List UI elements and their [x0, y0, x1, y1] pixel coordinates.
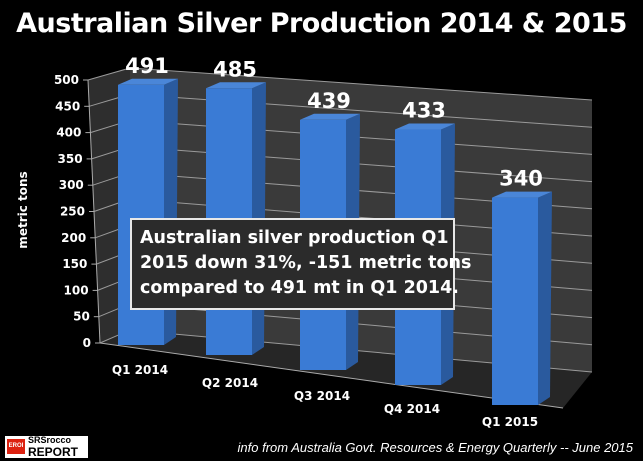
annotation-line: Australian silver production Q1	[140, 228, 449, 248]
bar-top	[492, 191, 552, 198]
x-tick-label: Q1 2014	[112, 363, 168, 377]
data-label: 340	[499, 167, 543, 191]
bar-top	[300, 113, 360, 120]
y-tick-label: 150	[62, 257, 87, 271]
y-tick-label: 250	[60, 205, 85, 219]
data-label: 433	[402, 99, 446, 123]
logo-top-text: SRSrocco	[28, 435, 72, 445]
y-tick-label: 200	[61, 231, 86, 245]
x-tick-label: Q2 2014	[202, 376, 258, 390]
y-axis-line	[87, 79, 101, 344]
annotation-box: Australian silver production Q1 2015 dow…	[130, 218, 472, 310]
gridline	[87, 67, 593, 101]
x-tick-label: Q1 2015	[482, 415, 538, 429]
y-axis-label: metric tons	[16, 171, 30, 249]
bar-top	[206, 82, 266, 89]
y-tick-label: 300	[59, 178, 84, 192]
x-axis-line	[99, 342, 564, 409]
bar-side	[538, 191, 552, 405]
srsrocco-logo: EROI SRSrocco REPORT	[5, 436, 88, 458]
y-tick-label: 500	[54, 73, 79, 87]
bar-top	[395, 123, 455, 130]
bar	[492, 197, 538, 405]
y-tick-label: 50	[73, 310, 90, 324]
y-tick-label: 400	[56, 126, 81, 140]
logo-badge: EROI	[7, 439, 25, 454]
data-label: 491	[125, 54, 169, 78]
y-tick-label: 0	[83, 336, 91, 350]
source-note: info from Australia Govt. Resources & En…	[237, 440, 633, 455]
y-tick-label: 100	[64, 283, 89, 297]
data-label: 439	[307, 89, 351, 113]
logo-bottom-text: REPORT	[28, 445, 79, 459]
x-tick-label: Q3 2014	[294, 389, 350, 403]
y-tick-label: 350	[58, 152, 83, 166]
annotation-line: 2015 down 31%, -151 metric tons	[140, 253, 472, 273]
y-tick-label: 450	[55, 99, 80, 113]
chart-title: Australian Silver Production 2014 & 2015	[16, 8, 627, 39]
data-label: 485	[213, 57, 257, 81]
bar-top	[118, 78, 178, 85]
annotation-line: compared to 491 mt in Q1 2014.	[140, 278, 459, 298]
x-tick-label: Q4 2014	[384, 402, 440, 416]
